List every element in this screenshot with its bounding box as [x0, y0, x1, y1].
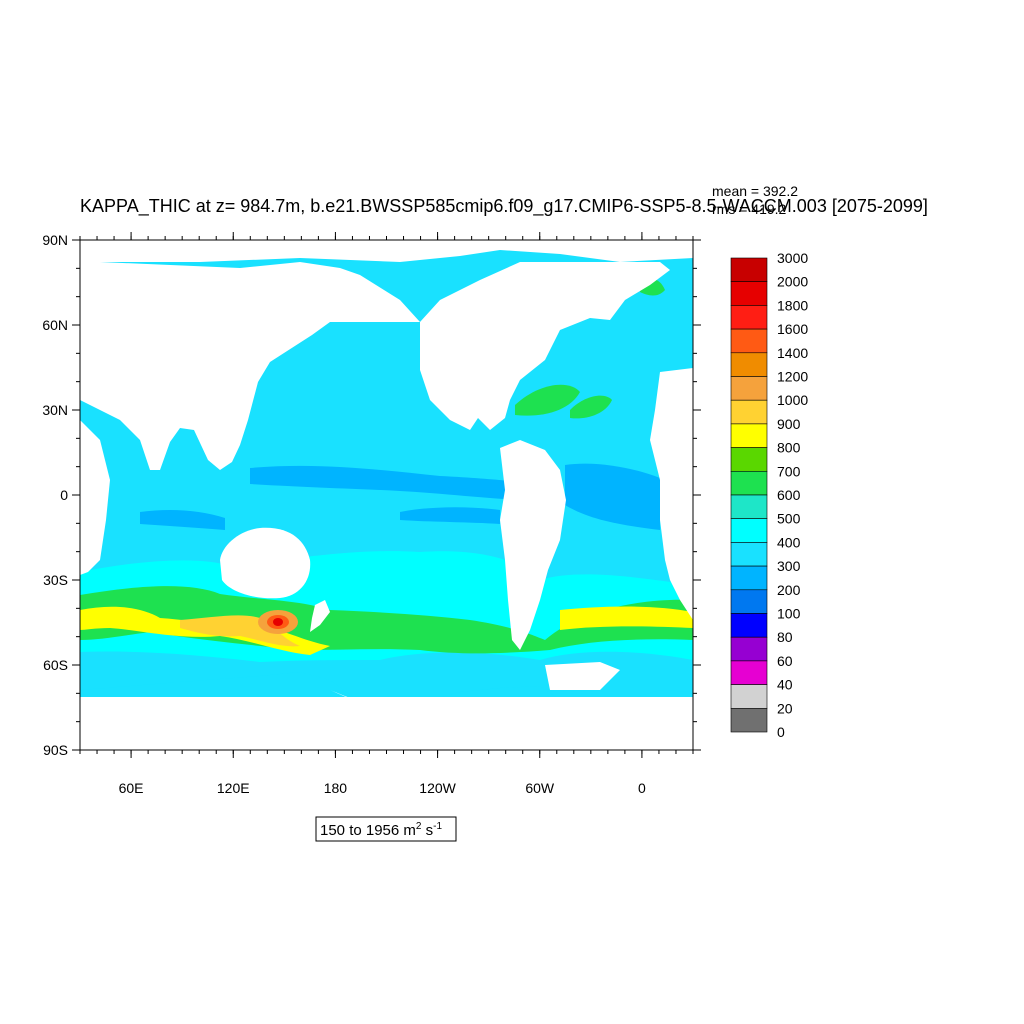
stat-rms: rms = 419.2 — [712, 201, 787, 217]
colorbar-swatch — [730, 636, 768, 662]
y-tick-label: 30S — [43, 572, 68, 588]
contour-300-pacific-s — [400, 507, 500, 524]
colorbar-label: 40 — [777, 677, 793, 693]
x-tick-label: 120W — [419, 780, 456, 796]
y-tick-label: 60N — [42, 317, 68, 333]
colorbar-swatch — [730, 542, 768, 567]
colorbar-swatch — [730, 565, 768, 591]
colorbar-label: 800 — [777, 440, 801, 456]
colorbar-label: 600 — [777, 487, 801, 503]
colorbar-swatch — [730, 257, 768, 283]
x-tick-label: 60E — [119, 780, 144, 796]
contour-600-patch-2 — [570, 395, 612, 419]
colorbar-label: 100 — [777, 606, 801, 622]
colorbar-label: 1600 — [777, 321, 808, 337]
colorbar-label: 3000 — [777, 250, 808, 266]
colorbar-swatch — [730, 328, 768, 354]
range-label-box — [315, 816, 457, 842]
colorbar-swatch — [730, 305, 768, 330]
contour-300-equatorial — [250, 465, 520, 500]
contour-600-patch — [515, 384, 580, 416]
colorbar-swatch — [730, 399, 768, 425]
x-tick-label: 0 — [638, 780, 646, 796]
colorbar-label: 2000 — [777, 274, 808, 290]
x-tick-label: 120E — [217, 780, 250, 796]
contour-1000 — [180, 615, 300, 647]
land — [80, 242, 693, 750]
colorbar-swatch — [730, 281, 768, 306]
colorbar-label: 1000 — [777, 392, 808, 408]
colorbar-swatch — [730, 447, 768, 472]
y-tick-label: 90N — [42, 232, 68, 248]
colorbar-label: 900 — [777, 416, 801, 432]
colorbar-label: 300 — [777, 558, 801, 574]
colorbar-label: 500 — [777, 511, 801, 527]
colorbar-label: 20 — [777, 700, 793, 716]
colorbar-swatch — [730, 518, 768, 543]
y-tick-label: 30N — [42, 402, 68, 418]
y-tick-label: 90S — [43, 742, 68, 758]
colorbar-swatch — [730, 660, 768, 685]
y-tick-label: 0 — [60, 487, 68, 503]
map-area — [79, 239, 694, 751]
stat-mean: mean = 392.2 — [712, 183, 798, 199]
colorbar-label: 1800 — [777, 297, 808, 313]
colorbar-swatch — [730, 684, 768, 709]
axes: 90N 60N 30N 0 30S 60S 90S 60E 120E 180 120W 60W 0 — [42, 232, 701, 796]
antarctic-ocean-edge — [80, 672, 693, 712]
colorbar-swatch — [730, 376, 768, 401]
range-label: 150 to 1956 m2 s-1 — [315, 816, 457, 842]
colorbar-swatch — [730, 494, 768, 520]
colorbar-label: 60 — [777, 653, 793, 669]
colorbar-label: 80 — [777, 629, 793, 645]
colorbar-swatch — [730, 423, 768, 448]
colorbar-label: 0 — [777, 724, 785, 740]
colorbar: 3000200018001600140012001000900800700600… — [730, 250, 808, 740]
colorbar-label: 1400 — [777, 345, 808, 361]
range-label-text: 150 to 1956 m2 s-1 — [320, 821, 442, 839]
colorbar-swatch — [730, 470, 768, 496]
contour-500-pacific — [410, 555, 478, 591]
x-tick-label: 180 — [324, 780, 348, 796]
colorbar-swatch — [730, 707, 768, 733]
peak-2000 — [273, 618, 283, 626]
chart-title: KAPPA_THIC at z= 984.7m, b.e21.BWSSP585c… — [80, 196, 928, 217]
colorbar-label: 700 — [777, 463, 801, 479]
colorbar-label: 200 — [777, 582, 801, 598]
contour-300-atlantic — [565, 463, 660, 530]
colorbar-swatch — [730, 352, 768, 377]
colorbar-label: 400 — [777, 534, 801, 550]
x-tick-label: 60W — [525, 780, 555, 796]
colorbar-swatch — [730, 589, 768, 614]
colorbar-label: 1200 — [777, 369, 808, 385]
y-tick-label: 60S — [43, 657, 68, 673]
contour-800-east — [560, 606, 693, 630]
contour-300-indian — [140, 510, 225, 530]
colorbar-swatch — [730, 613, 768, 638]
